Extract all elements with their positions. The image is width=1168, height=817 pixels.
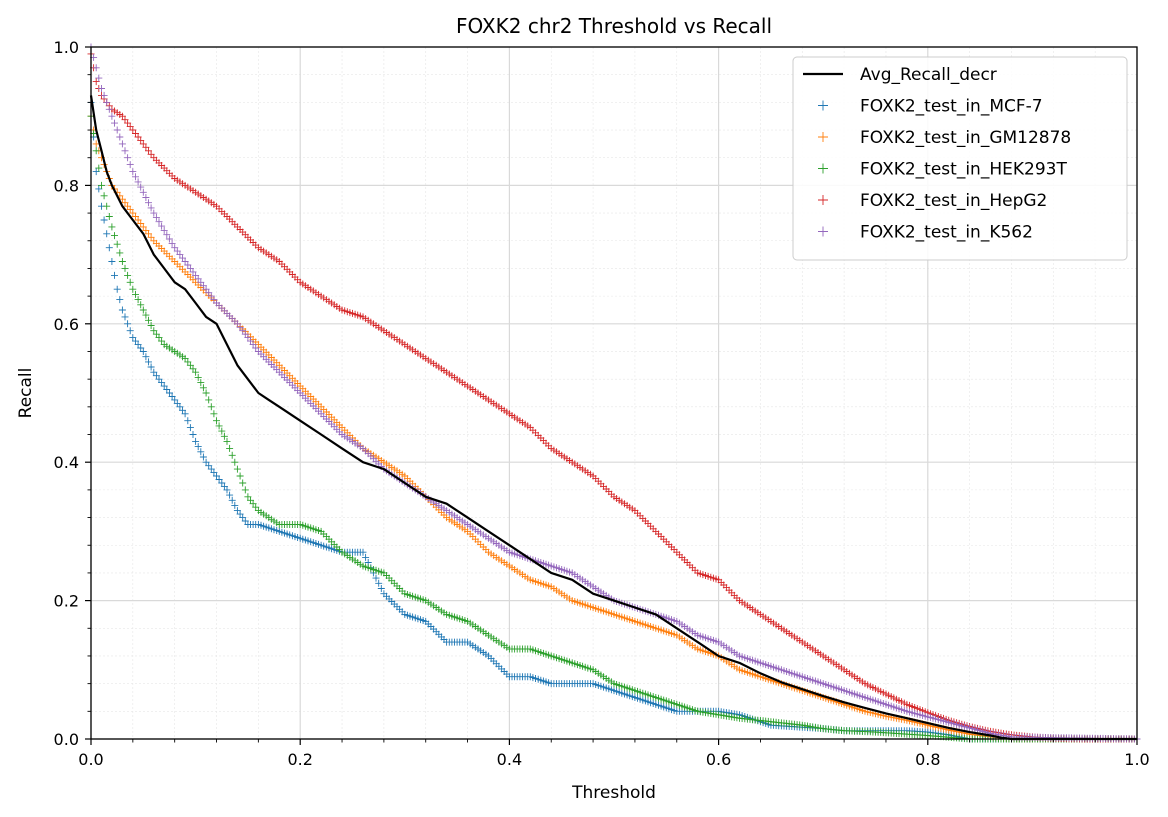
legend-item-foxk2-test-in-hepg2: FOXK2_test_in_HepG2 <box>818 191 1047 211</box>
y-tick-label: 0.0 <box>54 730 79 749</box>
legend-item-foxk2-test-in-k562: FOXK2_test_in_K562 <box>818 223 1033 243</box>
x-tick-label: 0.0 <box>78 750 103 769</box>
y-tick-label: 0.4 <box>54 453 79 472</box>
legend-item-foxk2-test-in-mcf-7: FOXK2_test_in_MCF-7 <box>818 97 1043 117</box>
legend-label: Avg_Recall_decr <box>860 65 997 85</box>
x-tick-label: 0.2 <box>287 750 312 769</box>
y-tick-label: 0.8 <box>54 176 79 195</box>
legend-marker-swatch <box>818 132 828 142</box>
legend-marker-swatch <box>818 226 828 237</box>
legend-label: FOXK2_test_in_K562 <box>860 223 1033 243</box>
x-tick-label: 0.8 <box>915 750 940 769</box>
x-tick-label: 0.6 <box>706 750 731 769</box>
legend-marker-swatch <box>818 195 828 205</box>
axis-ticks <box>85 46 1138 745</box>
y-tick-label: 0.6 <box>54 315 79 334</box>
legend-item-foxk2-test-in-hek293t: FOXK2_test_in_HEK293T <box>818 160 1067 180</box>
x-axis-label: Threshold <box>571 783 656 803</box>
plot-frame <box>90 46 1138 740</box>
plot-content <box>87 43 1141 743</box>
legend-label: FOXK2_test_in_MCF-7 <box>860 97 1043 117</box>
legend-item-foxk2-test-in-gm12878: FOXK2_test_in_GM12878 <box>818 128 1071 148</box>
y-tick-label: 1.0 <box>54 38 79 57</box>
tick-labels: 0.0 0.2 0.4 0.6 0.8 1.0 0.0 0.2 0.4 0.6 0.8 1.0 <box>54 38 1150 769</box>
legend: Avg_Recall_decr FOXK2_test_in_MCF-7 FOXK2_… <box>792 56 1128 261</box>
y-axis-label: Recall <box>16 368 36 419</box>
series-line-avg-recall-decr <box>89 95 1137 741</box>
x-tick-label: 1.0 <box>1124 750 1149 769</box>
y-tick-label: 0.2 <box>54 592 79 611</box>
legend-box <box>792 56 1128 261</box>
chart-title: FOXK2 chr2 Threshold vs Recall <box>456 14 772 38</box>
legend-label: FOXK2_test_in_GM12878 <box>860 128 1071 148</box>
legend-label: FOXK2_test_in_HEK293T <box>860 160 1067 180</box>
legend-label: FOXK2_test_in_HepG2 <box>860 191 1047 211</box>
x-tick-label: 0.4 <box>497 750 522 769</box>
legend-marker-swatch <box>818 163 828 174</box>
legend-marker-swatch <box>818 100 828 111</box>
legend-item-avg-recall-decr: Avg_Recall_decr <box>803 65 997 85</box>
